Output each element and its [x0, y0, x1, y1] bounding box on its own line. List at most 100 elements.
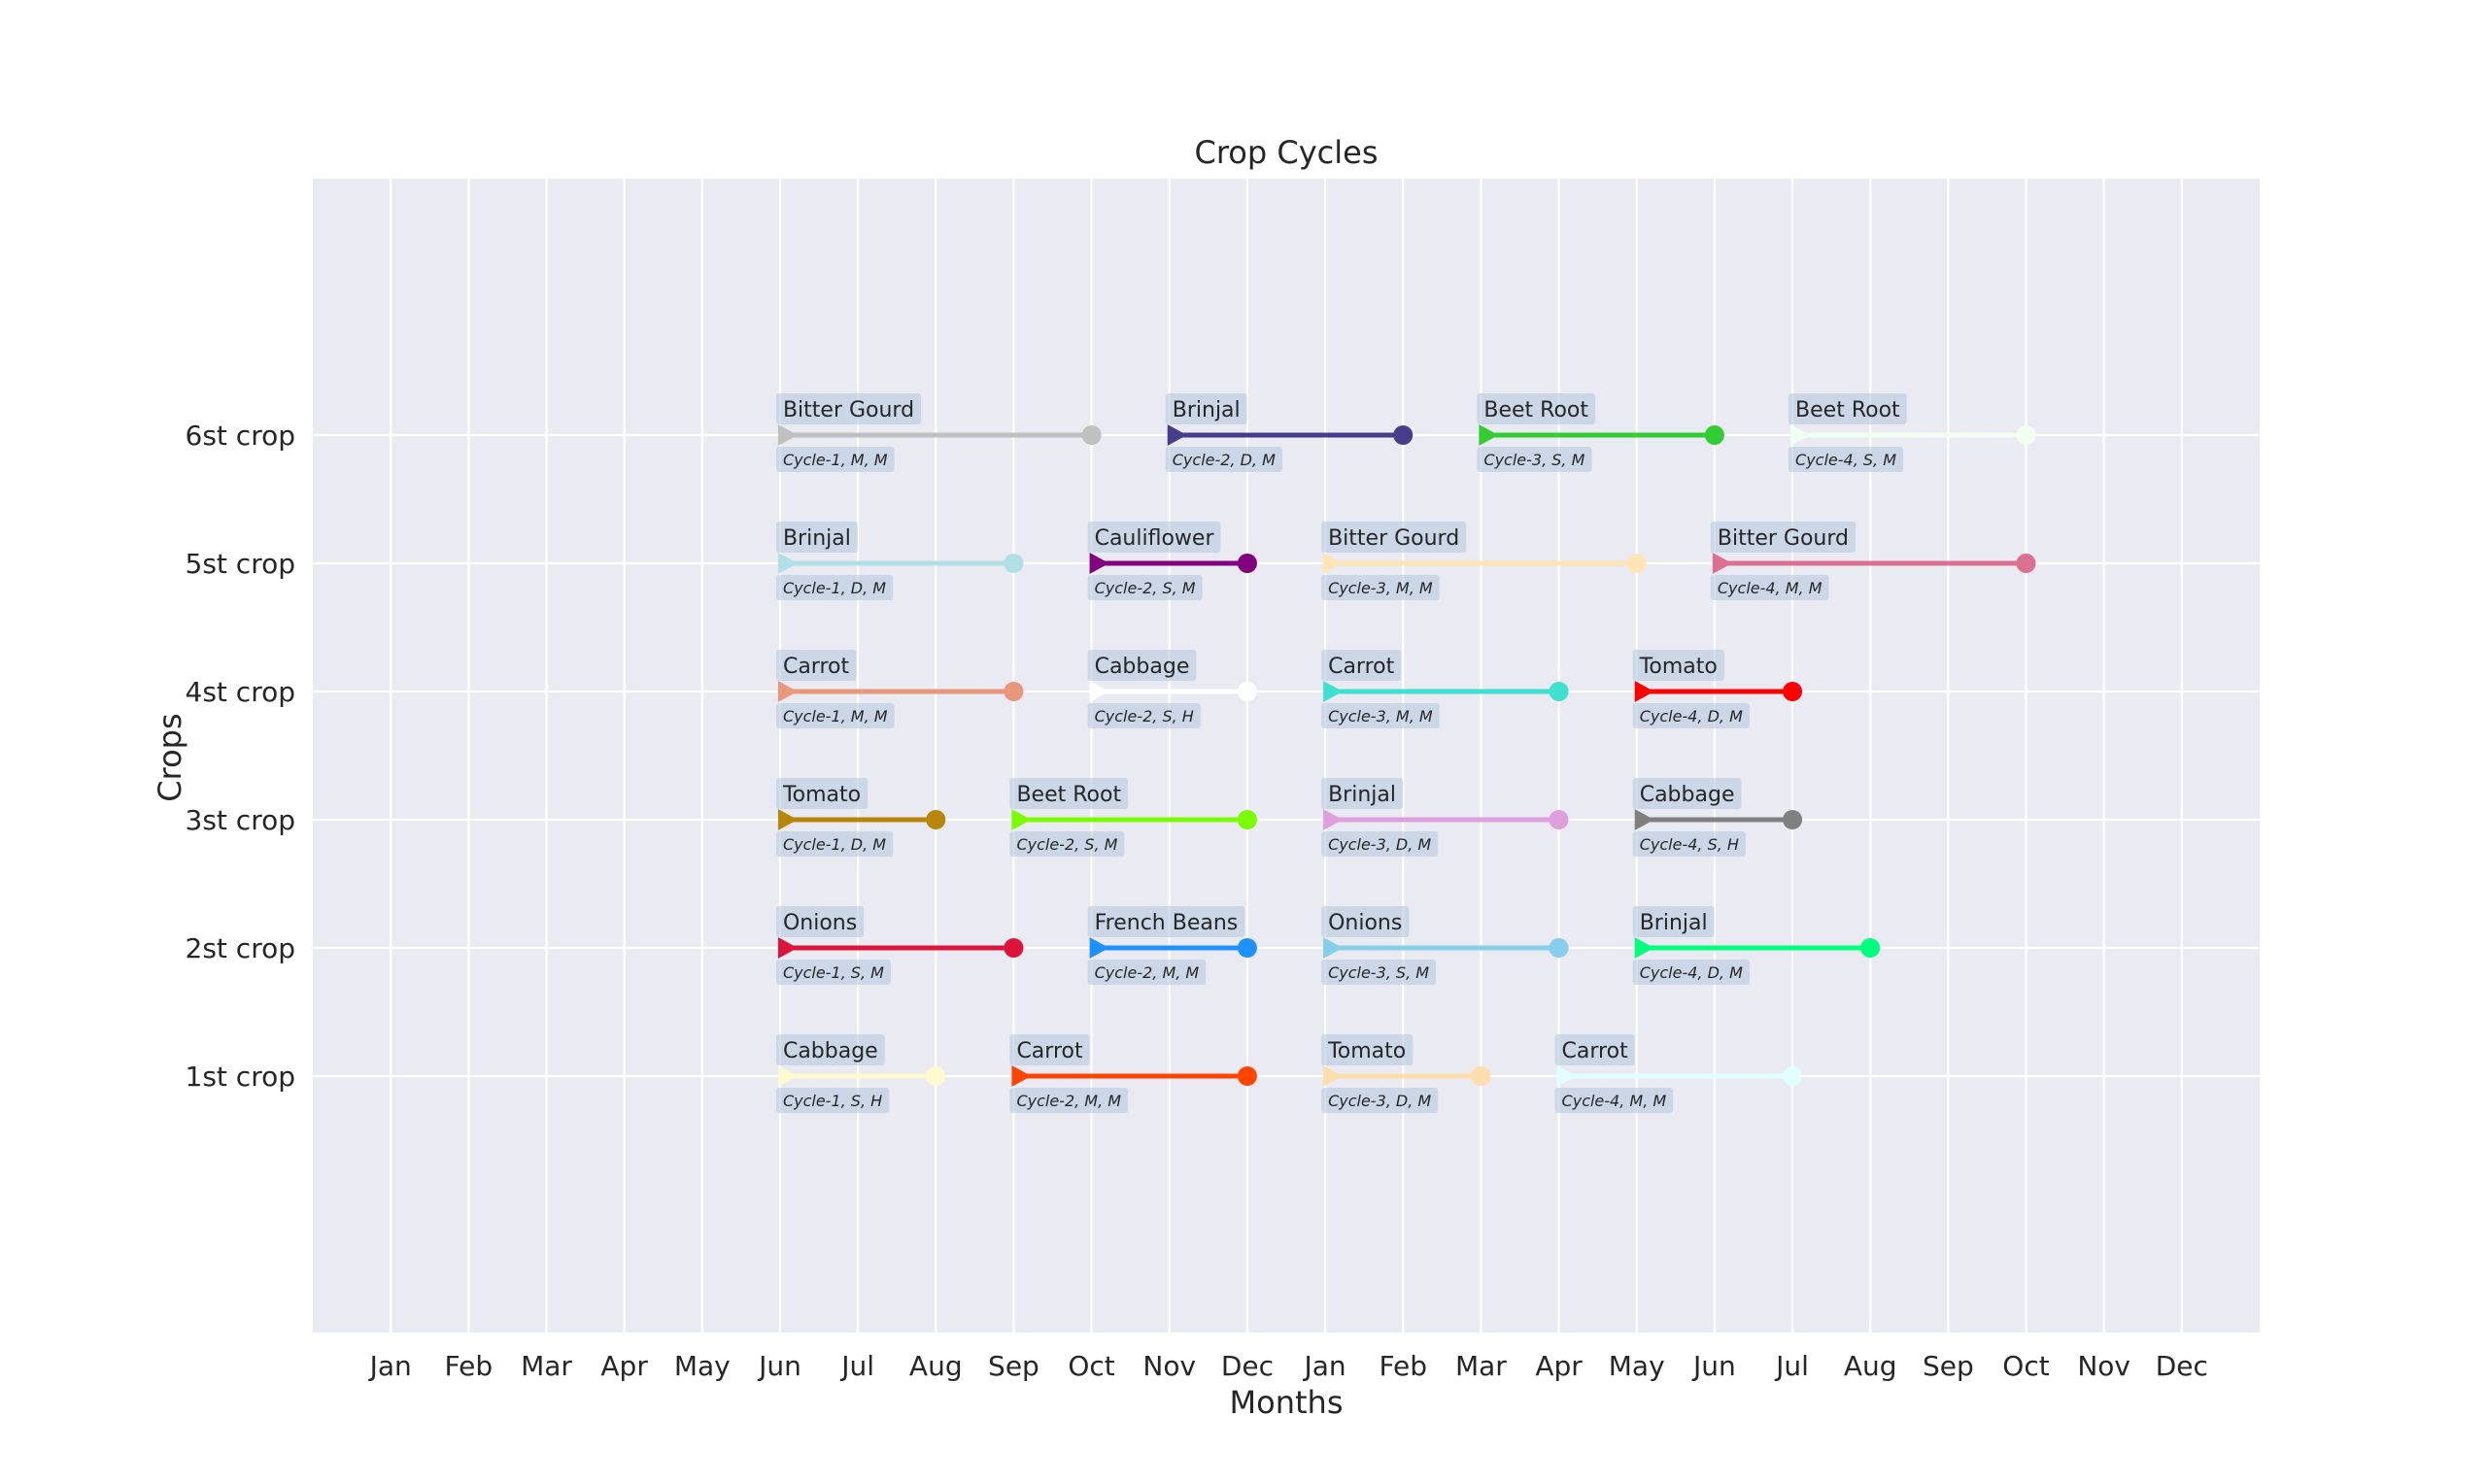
crop-name: Beet Root	[1016, 783, 1121, 807]
x-tick-label: May	[1609, 1350, 1665, 1382]
cycle-detail: Cycle-2, S, M	[1095, 579, 1196, 597]
cycle-start-marker	[1323, 681, 1344, 702]
x-tick-label: Jul	[1774, 1350, 1809, 1382]
cycle-detail: Cycle-4, M, M	[1562, 1092, 1667, 1110]
cycle-detail-label: Cycle-4, M, M	[1554, 1088, 1674, 1113]
cycle-end-marker	[1549, 938, 1569, 958]
crop-name-label: Bitter Gourd	[1321, 522, 1467, 553]
crop-cycle-series	[777, 424, 2036, 1087]
crop-name-box	[1321, 650, 1402, 681]
cycle-detail-label: Cycle-2, D, M	[1165, 447, 1282, 472]
cycle-end-marker	[1626, 554, 1647, 573]
cycle-detail-box	[1321, 703, 1440, 728]
y-tick-label: 5st crop	[186, 548, 295, 580]
cycle-end-marker	[2016, 425, 2036, 445]
crop-name-label: Brinjal	[1632, 906, 1715, 937]
cycle-detail: Cycle-2, S, M	[1016, 835, 1117, 854]
cycle-start-marker	[1089, 553, 1109, 574]
cycle-detail-box	[1554, 1088, 1674, 1113]
y-tick-label: 4st crop	[186, 676, 295, 708]
x-tick-label: Jan	[368, 1350, 412, 1382]
crop-cycle	[1634, 681, 1803, 702]
cycle-start-marker	[777, 1065, 798, 1087]
crop-name: Cauliflower	[1095, 526, 1215, 551]
x-tick-label: Feb	[445, 1350, 494, 1382]
cycle-detail-box	[1321, 575, 1440, 600]
x-axis-ticks: Jan Feb Mar Apr May Jun Jul Aug Sep Oct Nov Dec Jan F…	[368, 1350, 2208, 1382]
x-tick-label: Jun	[1691, 1350, 1736, 1382]
crop-cycle	[1712, 553, 2036, 574]
cycle-detail-label: Cycle-3, M, M	[1321, 703, 1440, 728]
cycle-end-marker	[1783, 1066, 1803, 1086]
crop-cycle	[1790, 424, 2036, 446]
cycle-detail-label: Cycle-4, S, H	[1632, 831, 1746, 857]
cycle-detail-box	[1632, 703, 1750, 728]
cycle-detail-box	[1165, 447, 1282, 472]
crop-name-box	[775, 1034, 885, 1065]
crop-name-label: Carrot	[775, 650, 857, 681]
y-tick-label: 2st crop	[186, 932, 295, 964]
cycle-detail-box	[775, 831, 894, 857]
crop-name-box	[775, 393, 922, 424]
cycle-end-marker	[1081, 425, 1102, 445]
x-tick-label: Aug	[1844, 1350, 1897, 1382]
x-tick-label: Apr	[600, 1350, 648, 1382]
crop-name-label: Beet Root	[1789, 393, 1907, 424]
cycle-detail-label: Cycle-4, S, M	[1789, 447, 1904, 472]
cycle-end-marker	[1237, 1066, 1257, 1086]
cycle-start-marker	[1323, 937, 1344, 959]
crop-cycle	[777, 424, 1102, 446]
crop-name-box	[775, 650, 857, 681]
crop-cycle	[1634, 809, 1803, 830]
cycle-detail: Cycle-2, M, M	[1016, 1092, 1121, 1110]
cycle-detail: Cycle-1, D, M	[783, 579, 886, 597]
cycle-detail-label: Cycle-4, D, M	[1632, 703, 1750, 728]
crop-name: Bitter Gourd	[1328, 526, 1459, 551]
cycle-start-marker	[1790, 424, 1811, 446]
cycle-detail: Cycle-3, S, M	[1483, 451, 1584, 469]
cycle-detail-label: Cycle-1, S, M	[775, 960, 891, 985]
cycle-end-marker	[1004, 554, 1024, 573]
crop-name: Carrot	[1562, 1039, 1629, 1063]
cycle-start-marker	[1089, 937, 1109, 959]
crop-cycle	[1323, 1065, 1491, 1087]
cycle-end-marker	[1783, 682, 1803, 701]
crop-name: Brinjal	[783, 526, 851, 551]
cycle-end-marker	[1471, 1066, 1491, 1086]
crop-cycle-labels: Bitter Gourd Cycle-1, M, M Brinjal Cycle-2,…	[775, 393, 1907, 1113]
cycle-start-marker	[1634, 937, 1654, 959]
crop-cycle	[1011, 1065, 1257, 1087]
crop-name-box	[1321, 522, 1467, 553]
crop-cycle	[777, 937, 1024, 959]
crop-name: Tomato	[782, 783, 861, 807]
cycle-end-marker	[1549, 810, 1569, 829]
cycle-start-marker	[777, 424, 798, 446]
crop-name-label: Bitter Gourd	[1710, 522, 1856, 553]
cycle-detail: Cycle-1, M, M	[783, 707, 888, 725]
crop-cycle	[777, 553, 1024, 574]
y-tick-label: 3st crop	[186, 804, 295, 836]
crop-name-label: Beet Root	[1477, 393, 1596, 424]
crop-name-box	[1165, 393, 1247, 424]
cycle-detail: Cycle-3, D, M	[1328, 1092, 1431, 1110]
cycle-detail-label: Cycle-2, S, H	[1087, 703, 1201, 728]
x-tick-label: Jul	[839, 1350, 874, 1382]
x-tick-label: Nov	[1142, 1350, 1196, 1382]
cycle-start-marker	[1089, 681, 1109, 702]
crop-name-label: Cauliflower	[1087, 522, 1221, 553]
cycle-detail: Cycle-4, D, M	[1640, 963, 1743, 982]
crop-name-box	[1321, 778, 1403, 809]
cycle-detail: Cycle-3, M, M	[1328, 707, 1433, 725]
x-tick-label: Nov	[2077, 1350, 2130, 1382]
cycle-end-marker	[1704, 425, 1724, 445]
crop-name-label: Brinjal	[775, 522, 858, 553]
cycle-detail-box	[1087, 960, 1207, 985]
x-axis-label: Months	[1230, 1384, 1344, 1421]
cycle-start-marker	[1011, 1065, 1032, 1087]
crop-name-box	[1009, 1034, 1090, 1065]
crop-name-box	[1710, 522, 1856, 553]
cycle-detail-label: Cycle-4, M, M	[1710, 575, 1829, 600]
cycle-start-marker	[1634, 809, 1654, 830]
crop-cycle	[1089, 681, 1257, 702]
